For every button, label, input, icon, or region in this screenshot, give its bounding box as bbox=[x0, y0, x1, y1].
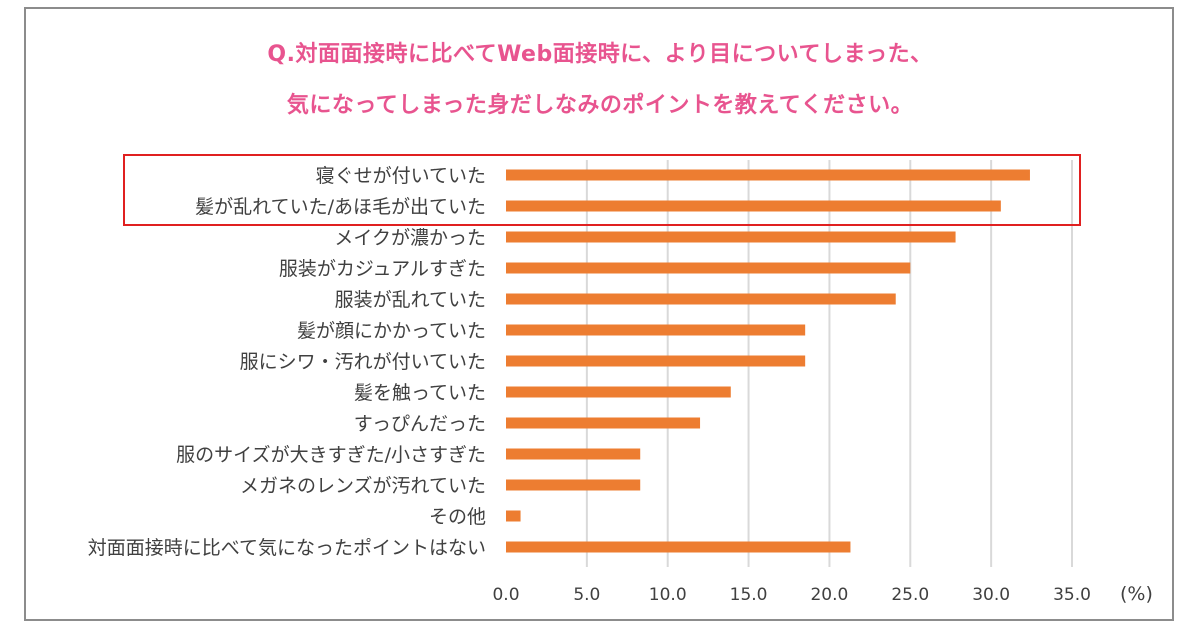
bar bbox=[506, 541, 851, 553]
x-tick-label: 35.0 bbox=[1053, 585, 1091, 605]
category-label: 服のサイズが大きすぎた/小さすぎた bbox=[176, 444, 486, 466]
category-label: 寝ぐせが付いていた bbox=[316, 165, 486, 187]
category-label: メイクが濃かった bbox=[334, 227, 486, 249]
bar bbox=[506, 293, 896, 305]
x-tick-label: 30.0 bbox=[972, 585, 1010, 605]
category-label: 髪を触っていた bbox=[354, 382, 486, 404]
x-axis-ticks: 0.0 5.0 10.0 15.0 20.0 25.0 30.0 35.0 bbox=[492, 585, 1090, 605]
category-label: 対面面接時に比べて気になったポイントはない bbox=[88, 537, 486, 559]
category-label: 髪が顔にかかっていた bbox=[297, 320, 486, 342]
category-label: 服装がカジュアルすぎた bbox=[279, 258, 486, 280]
x-tick-label: 5.0 bbox=[573, 585, 600, 605]
bar bbox=[506, 200, 1001, 212]
bar bbox=[506, 510, 521, 522]
chart-title-line-1: Q.対面面接時に比べてWeb面接時に、より目についてしまった、 bbox=[267, 42, 933, 67]
bar bbox=[506, 169, 1030, 181]
category-label: 服にシワ・汚れが付いていた bbox=[240, 351, 486, 373]
bar bbox=[506, 324, 806, 336]
x-tick-label: 10.0 bbox=[649, 585, 687, 605]
bar bbox=[506, 417, 701, 429]
chart-frame bbox=[24, 7, 1174, 621]
category-label: すっぴんだった bbox=[354, 413, 486, 435]
category-label: その他 bbox=[429, 506, 486, 528]
bar bbox=[506, 386, 731, 398]
highlight-box bbox=[123, 154, 1081, 226]
bar bbox=[506, 262, 911, 274]
x-tick-label: 15.0 bbox=[730, 585, 768, 605]
chart-title-line-2: 気になってしまった身だしなみのポイントを教えてください。 bbox=[286, 93, 914, 118]
category-labels: 寝ぐせが付いていた髪が乱れていた/あほ毛が出ていたメイクが濃かった服装がカジュア… bbox=[88, 165, 486, 559]
x-tick-label: 0.0 bbox=[492, 585, 519, 605]
bar bbox=[506, 479, 641, 491]
category-label: 服装が乱れていた bbox=[335, 289, 486, 311]
bar bbox=[506, 448, 641, 460]
x-axis-unit-label: (%) bbox=[1120, 583, 1153, 605]
bar bbox=[506, 355, 806, 367]
category-label: メガネのレンズが汚れていた bbox=[240, 475, 486, 497]
bars bbox=[506, 169, 1030, 553]
x-tick-label: 20.0 bbox=[810, 585, 848, 605]
category-label: 髪が乱れていた/あほ毛が出ていた bbox=[195, 196, 486, 218]
bar bbox=[506, 231, 956, 243]
x-tick-label: 25.0 bbox=[891, 585, 929, 605]
